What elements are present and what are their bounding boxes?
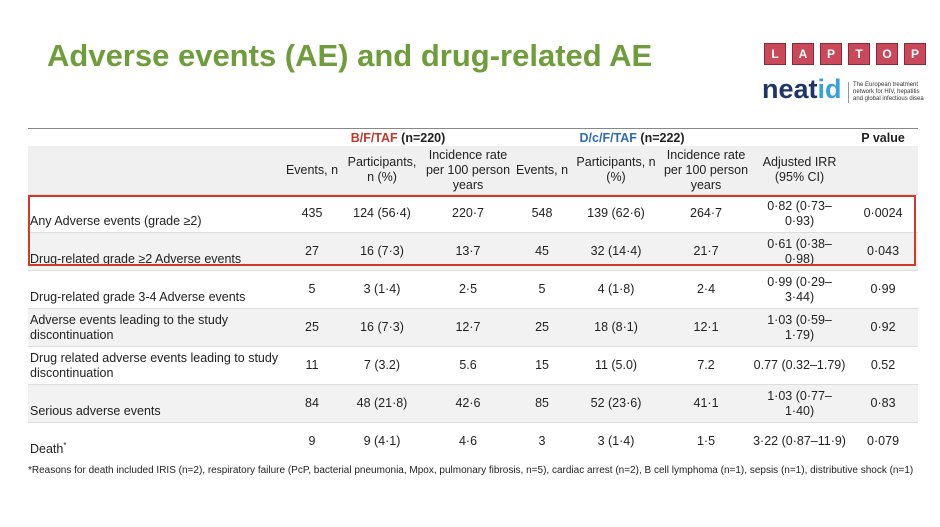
- logo-letter: O: [876, 43, 898, 65]
- cell: 15: [513, 346, 572, 385]
- cell: 0·92: [848, 308, 919, 347]
- data-row: Any Adverse events (grade ≥2) 435 124 (56·…: [28, 194, 919, 233]
- cell: 48 (21·8): [341, 384, 423, 423]
- cell: 2·5: [423, 270, 514, 309]
- cell: 4 (1·8): [571, 270, 662, 309]
- cell: 42·6: [423, 384, 514, 423]
- cell: 3·22 (0·87–11·9): [751, 422, 849, 460]
- cell: 11 (5.0): [571, 346, 662, 385]
- ae-table: B/F/TAF (n=220) D/c/F/TAF (n=222) P value E…: [28, 128, 919, 460]
- data-row: Serious adverse events 84 48 (21·8) 42·6 85 5…: [28, 384, 919, 423]
- logo-letter: T: [848, 43, 870, 65]
- group-n: (n=222): [640, 130, 685, 145]
- cell: 11: [283, 346, 341, 385]
- cell: 7 (3.2): [341, 346, 423, 385]
- brand-part: neat: [762, 74, 818, 104]
- group-name: D/c/F/TAF: [579, 130, 637, 145]
- cell: 7.2: [661, 346, 752, 385]
- cell: 0·99: [848, 270, 919, 309]
- cell: 85: [513, 384, 572, 423]
- row-label: Drug related adverse events leading to s…: [28, 346, 283, 385]
- row-label: Death*: [28, 422, 283, 460]
- cell: 4·6: [423, 422, 514, 460]
- cell: 12·1: [661, 308, 752, 347]
- tagline: The European treatment network for HIV, h…: [848, 82, 924, 103]
- title: Adverse events (AE) and drug-related AE: [47, 38, 653, 73]
- cell: 5: [283, 270, 341, 309]
- cell: 0·0024: [848, 194, 919, 233]
- data-row: Adverse events leading to the study disc…: [28, 308, 919, 347]
- cell: 0·83: [848, 384, 919, 423]
- column-header: Events, n: [283, 146, 341, 195]
- cell: 0·82 (0·73–0·93): [751, 194, 849, 233]
- cell: 2·4: [661, 270, 752, 309]
- cell: [28, 128, 283, 146]
- row-label: Adverse events leading to the study disc…: [28, 308, 283, 347]
- brand: neatid: [762, 74, 842, 105]
- cell: 0·079: [848, 422, 919, 460]
- cell: 1·03 (0·59–1·79): [751, 308, 849, 347]
- data-row: Drug related adverse events leading to s…: [28, 346, 919, 385]
- logo-letter: P: [820, 43, 842, 65]
- data-row: Drug-related grade 3-4 Adverse events 5 3 …: [28, 270, 919, 309]
- cell: 139 (62·6): [571, 194, 662, 233]
- cell: 41·1: [661, 384, 752, 423]
- cell: 264·7: [661, 194, 752, 233]
- column-header: Participants, n (%): [571, 146, 662, 195]
- cell: 16 (7·3): [341, 308, 423, 347]
- row-label: Drug-related grade 3-4 Adverse events: [28, 270, 283, 309]
- cell: 1·5: [661, 422, 752, 460]
- column-header: Adjusted IRR (95% CI): [751, 146, 849, 195]
- cell: [751, 128, 849, 146]
- group-row: B/F/TAF (n=220) D/c/F/TAF (n=222) P value: [28, 128, 919, 146]
- cell: 12·7: [423, 308, 514, 347]
- cell: 52 (23·6): [571, 384, 662, 423]
- cell: 9 (4·1): [341, 422, 423, 460]
- cell: [848, 146, 919, 195]
- cell: 18 (8·1): [571, 308, 662, 347]
- logo-letter: L: [764, 43, 786, 65]
- brand-part: id: [817, 74, 842, 104]
- data-row: Death* 9 9 (4·1) 4·6 3 3 (1·4) 1·5 3·22 (0·87–1…: [28, 422, 919, 460]
- column-header: Incidence rate per 100 person years: [423, 146, 514, 195]
- cell: 548: [513, 194, 572, 233]
- cell: 5.6: [423, 346, 514, 385]
- cell: 5: [513, 270, 572, 309]
- cell: 3: [513, 422, 572, 460]
- column-header: Participants, n (%): [341, 146, 423, 195]
- group-n: (n=220): [401, 130, 446, 145]
- cell: 84: [283, 384, 341, 423]
- group-header: B/F/TAF (n=220): [283, 128, 514, 146]
- row-label: Drug-related grade ≥2 Adverse events: [28, 232, 283, 271]
- column-header: Incidence rate per 100 person years: [661, 146, 752, 195]
- p-header: P value: [848, 128, 919, 146]
- tagline-line: The European treatment: [853, 82, 919, 88]
- cell: 0.77 (0.32–1.79): [751, 346, 849, 385]
- cell: 3 (1·4): [341, 270, 423, 309]
- cell: 435: [283, 194, 341, 233]
- column-header: Events, n: [513, 146, 572, 195]
- header-row: Events, n Participants, n (%) Incidence ra…: [28, 146, 919, 195]
- row-label: Serious adverse events: [28, 384, 283, 423]
- cell: 3 (1·4): [571, 422, 662, 460]
- cell: 9: [283, 422, 341, 460]
- cell: 1·03 (0·77–1·40): [751, 384, 849, 423]
- logo-letter: A: [792, 43, 814, 65]
- tagline-line: and global infectious disea: [853, 96, 924, 102]
- group-header: D/c/F/TAF (n=222): [513, 128, 752, 146]
- footnote: *Reasons for death included IRIS (n=2), …: [28, 465, 914, 476]
- logo-letter: P: [904, 43, 926, 65]
- tagline-line: network for HIV, hepatitis: [853, 89, 920, 95]
- group-name: B/F/TAF: [350, 130, 398, 145]
- cell: 25: [283, 308, 341, 347]
- cell: 0.52: [848, 346, 919, 385]
- highlight-box: [28, 195, 916, 266]
- cell: 220·7: [423, 194, 514, 233]
- cell: 25: [513, 308, 572, 347]
- cell: [28, 146, 283, 195]
- footnote-marker: *: [63, 440, 67, 450]
- cell: 0·99 (0·29–3·44): [751, 270, 849, 309]
